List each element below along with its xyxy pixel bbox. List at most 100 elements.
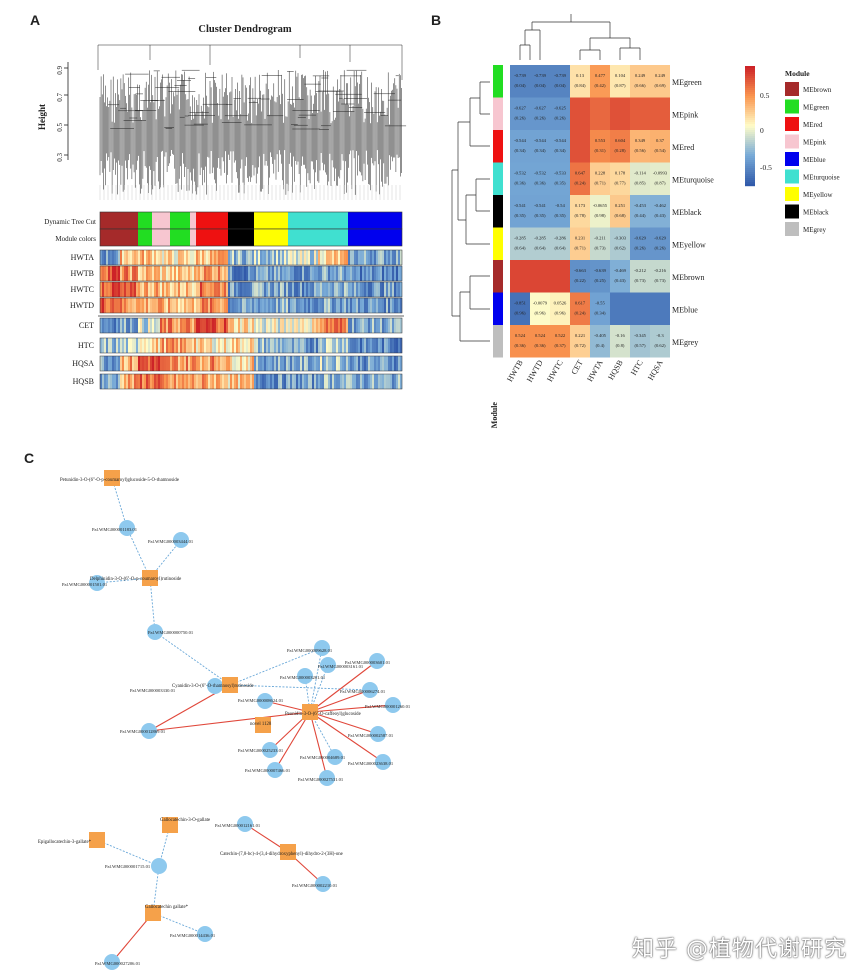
trait-heat-cell bbox=[100, 356, 103, 371]
trait-heat-cell bbox=[228, 356, 231, 371]
trait-heat-cell bbox=[126, 374, 129, 389]
trait-heat-cell bbox=[346, 266, 349, 281]
trait-heat-cell bbox=[394, 356, 397, 371]
trait-heat-cell bbox=[198, 266, 201, 281]
trait-heat-cell bbox=[206, 338, 209, 353]
heatmap-cell-pvalue: (0.36) bbox=[534, 343, 546, 348]
positive-edge bbox=[111, 912, 154, 963]
trait-heat-cell bbox=[296, 356, 299, 371]
negative-edge bbox=[126, 527, 151, 579]
trait-heat-cell bbox=[216, 282, 219, 297]
trait-heat-cell bbox=[152, 338, 155, 353]
heatmap-cell-value: -0.629 bbox=[634, 236, 647, 241]
trait-heat-cell bbox=[358, 282, 361, 297]
trait-heat-cell bbox=[122, 356, 125, 371]
trait-heat-cell bbox=[284, 338, 287, 353]
trait-heat-cell bbox=[366, 282, 369, 297]
module-color-segment bbox=[100, 212, 138, 229]
trait-heat-cell bbox=[338, 250, 341, 265]
trait-heat-cell bbox=[200, 338, 203, 353]
trait-heat-cell bbox=[310, 338, 313, 353]
metabolite-node bbox=[89, 832, 105, 848]
trait-heat-cell bbox=[142, 338, 145, 353]
module-row-names: MEgreenMEpinkMEredMEturquoiseMEblackMEye… bbox=[672, 78, 714, 347]
trait-heat-cell bbox=[202, 356, 205, 371]
heatmap-cell-pvalue: (0.66) bbox=[634, 83, 646, 88]
trait-heat-cell bbox=[140, 266, 143, 281]
trait-heat-cell bbox=[256, 356, 259, 371]
module-row-name: MEblack bbox=[672, 208, 701, 217]
trait-heat-cell bbox=[136, 356, 139, 371]
trait-heat-cell bbox=[292, 266, 295, 281]
metabolite-node bbox=[222, 677, 238, 693]
heatmap-cell-value: -0.544 bbox=[514, 138, 527, 143]
trait-heat-cell bbox=[174, 298, 177, 313]
trait-heat-cell bbox=[254, 282, 257, 297]
trait-heat-cell bbox=[160, 266, 163, 281]
gene-node bbox=[369, 653, 385, 669]
trait-heat-cell bbox=[324, 318, 327, 333]
trait-heat-cell bbox=[148, 356, 151, 371]
module-color-segment bbox=[254, 229, 288, 246]
trait-heat-cell bbox=[308, 356, 311, 371]
trait-heat-cell bbox=[196, 282, 199, 297]
trait-heat-cell bbox=[398, 250, 401, 265]
trait-heat-cell bbox=[294, 250, 297, 265]
trait-heat-cell bbox=[324, 298, 327, 313]
trait-heat-cell bbox=[114, 338, 117, 353]
trait-heat-cell bbox=[122, 298, 125, 313]
trait-heat-cell bbox=[354, 266, 357, 281]
module-legend: ModuleMEbrownMEgreenMEredMEpinkMEblueMEt… bbox=[785, 69, 840, 236]
trait-heat-cell bbox=[272, 318, 275, 333]
trait-heat-cell bbox=[230, 338, 233, 353]
colorbar-step bbox=[745, 142, 755, 145]
trait-heat-cell bbox=[222, 282, 225, 297]
trait-heat-cell bbox=[224, 282, 227, 297]
trait-heat-cell bbox=[272, 298, 275, 313]
trait-heat-cell bbox=[364, 356, 367, 371]
trait-heat-cell bbox=[176, 338, 179, 353]
trait-heat-cell bbox=[334, 318, 337, 333]
colorbar-step bbox=[745, 94, 755, 97]
trait-heat-cell bbox=[400, 338, 403, 353]
trait-heat-cell bbox=[164, 338, 167, 353]
heatmap-cell bbox=[510, 195, 530, 228]
trait-heat-cell bbox=[346, 298, 349, 313]
trait-heat-cell bbox=[110, 298, 113, 313]
trait-heat-cell bbox=[102, 318, 105, 333]
trait-heat-cell bbox=[316, 356, 319, 371]
heatmap-cell bbox=[530, 130, 550, 163]
gene-node-label: Pal.WMG000004689.01 bbox=[300, 755, 346, 760]
trait-heat-cell bbox=[258, 374, 261, 389]
trait-heat-cell bbox=[290, 374, 293, 389]
trait-heat-cell bbox=[116, 356, 119, 371]
trait-heat-cell bbox=[220, 374, 223, 389]
trait-heat-cell bbox=[266, 338, 269, 353]
trait-heat-cell bbox=[200, 318, 203, 333]
heatmap-cell bbox=[590, 325, 610, 358]
heatmap-cell bbox=[610, 325, 630, 358]
trait-heat-cell bbox=[168, 250, 171, 265]
trait-heat-cell bbox=[286, 250, 289, 265]
legend-swatch bbox=[785, 117, 799, 131]
heatmap-cell bbox=[550, 227, 570, 260]
trait-heat-cell bbox=[214, 338, 217, 353]
trait-heat-cell bbox=[330, 374, 333, 389]
trait-heat-cell bbox=[340, 338, 343, 353]
heatmap-cell bbox=[550, 292, 570, 325]
dynamic-tree-cut-label: Dynamic Tree Cut bbox=[44, 218, 96, 226]
trait-heat-cell bbox=[240, 250, 243, 265]
positive-edge bbox=[309, 660, 378, 713]
trait-heat-cell bbox=[184, 298, 187, 313]
trait-heat-cell bbox=[214, 374, 217, 389]
trait-heat-cell bbox=[162, 338, 165, 353]
trait-heat-cell bbox=[262, 298, 265, 313]
trait-heat-cell bbox=[374, 282, 377, 297]
trait-heat-cell bbox=[142, 298, 145, 313]
trait-heat-cell bbox=[192, 266, 195, 281]
trait-heat-cell bbox=[162, 266, 165, 281]
colorbar-step bbox=[745, 144, 755, 147]
correlation-heatmap: -0.739(0.04)-0.739(0.04)-0.739(0.04)0.13… bbox=[510, 65, 670, 358]
watermark: 知乎 @植物代谢研究 bbox=[632, 937, 847, 962]
module-color-segment bbox=[196, 229, 228, 246]
